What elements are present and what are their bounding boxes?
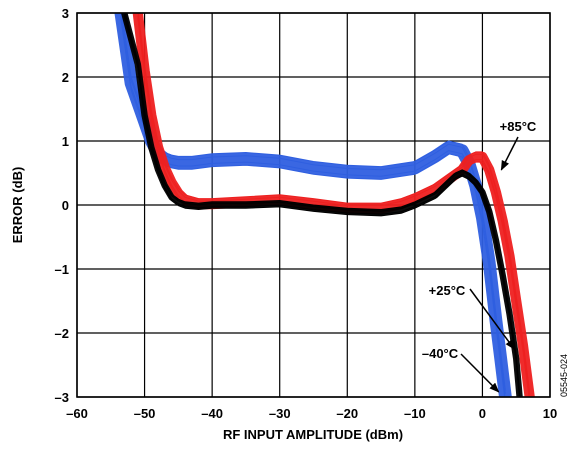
- x-tick-label: –20: [336, 406, 358, 421]
- y-tick-label: –1: [55, 262, 69, 277]
- series-trace: [123, 16, 520, 397]
- x-axis-label: RF INPUT AMPLITUDE (dBm): [223, 427, 403, 442]
- y-tick-label: 1: [62, 134, 69, 149]
- x-tick-label: –60: [66, 406, 88, 421]
- annotation-arrow: [469, 288, 515, 350]
- series-layer: [114, 13, 535, 397]
- y-tick-label: –2: [55, 326, 69, 341]
- series-25c: [121, 13, 523, 397]
- series-trace: [137, 13, 531, 392]
- y-tick-label: –3: [55, 390, 69, 405]
- y-tick-label: 3: [62, 6, 69, 21]
- x-tick-label: –40: [201, 406, 223, 421]
- plot-frame: [76, 12, 551, 398]
- y-tick-label: 0: [62, 198, 69, 213]
- x-tick-label: –30: [269, 406, 291, 421]
- x-tick-label: –10: [404, 406, 426, 421]
- y-tick-labels: –3 –2 –1 0 1 2 3: [55, 6, 69, 405]
- annotation-label: +25°C: [429, 283, 466, 298]
- series-trace: [123, 14, 520, 397]
- annotation-arrow: [500, 136, 519, 171]
- figure-id: 05545-024: [559, 354, 569, 397]
- annotation-label: –40°C: [422, 346, 459, 361]
- x-tick-labels: –60 –50 –40 –30 –20 –10 0 10: [66, 406, 557, 421]
- y-axis-label: ERROR (dB): [10, 167, 25, 244]
- series-trace: [137, 13, 531, 395]
- annotation-arrow: [460, 353, 500, 393]
- annotations: +85°C +25°C –40°C: [422, 119, 537, 393]
- annotation-label: +85°C: [500, 119, 537, 134]
- series-trace: [124, 13, 521, 396]
- x-tick-label: 10: [543, 406, 557, 421]
- series-band: [132, 13, 535, 397]
- x-tick-label: –50: [134, 406, 156, 421]
- series-trace: [124, 13, 521, 394]
- x-tick-label: 0: [479, 406, 486, 421]
- y-tick-label: 2: [62, 70, 69, 85]
